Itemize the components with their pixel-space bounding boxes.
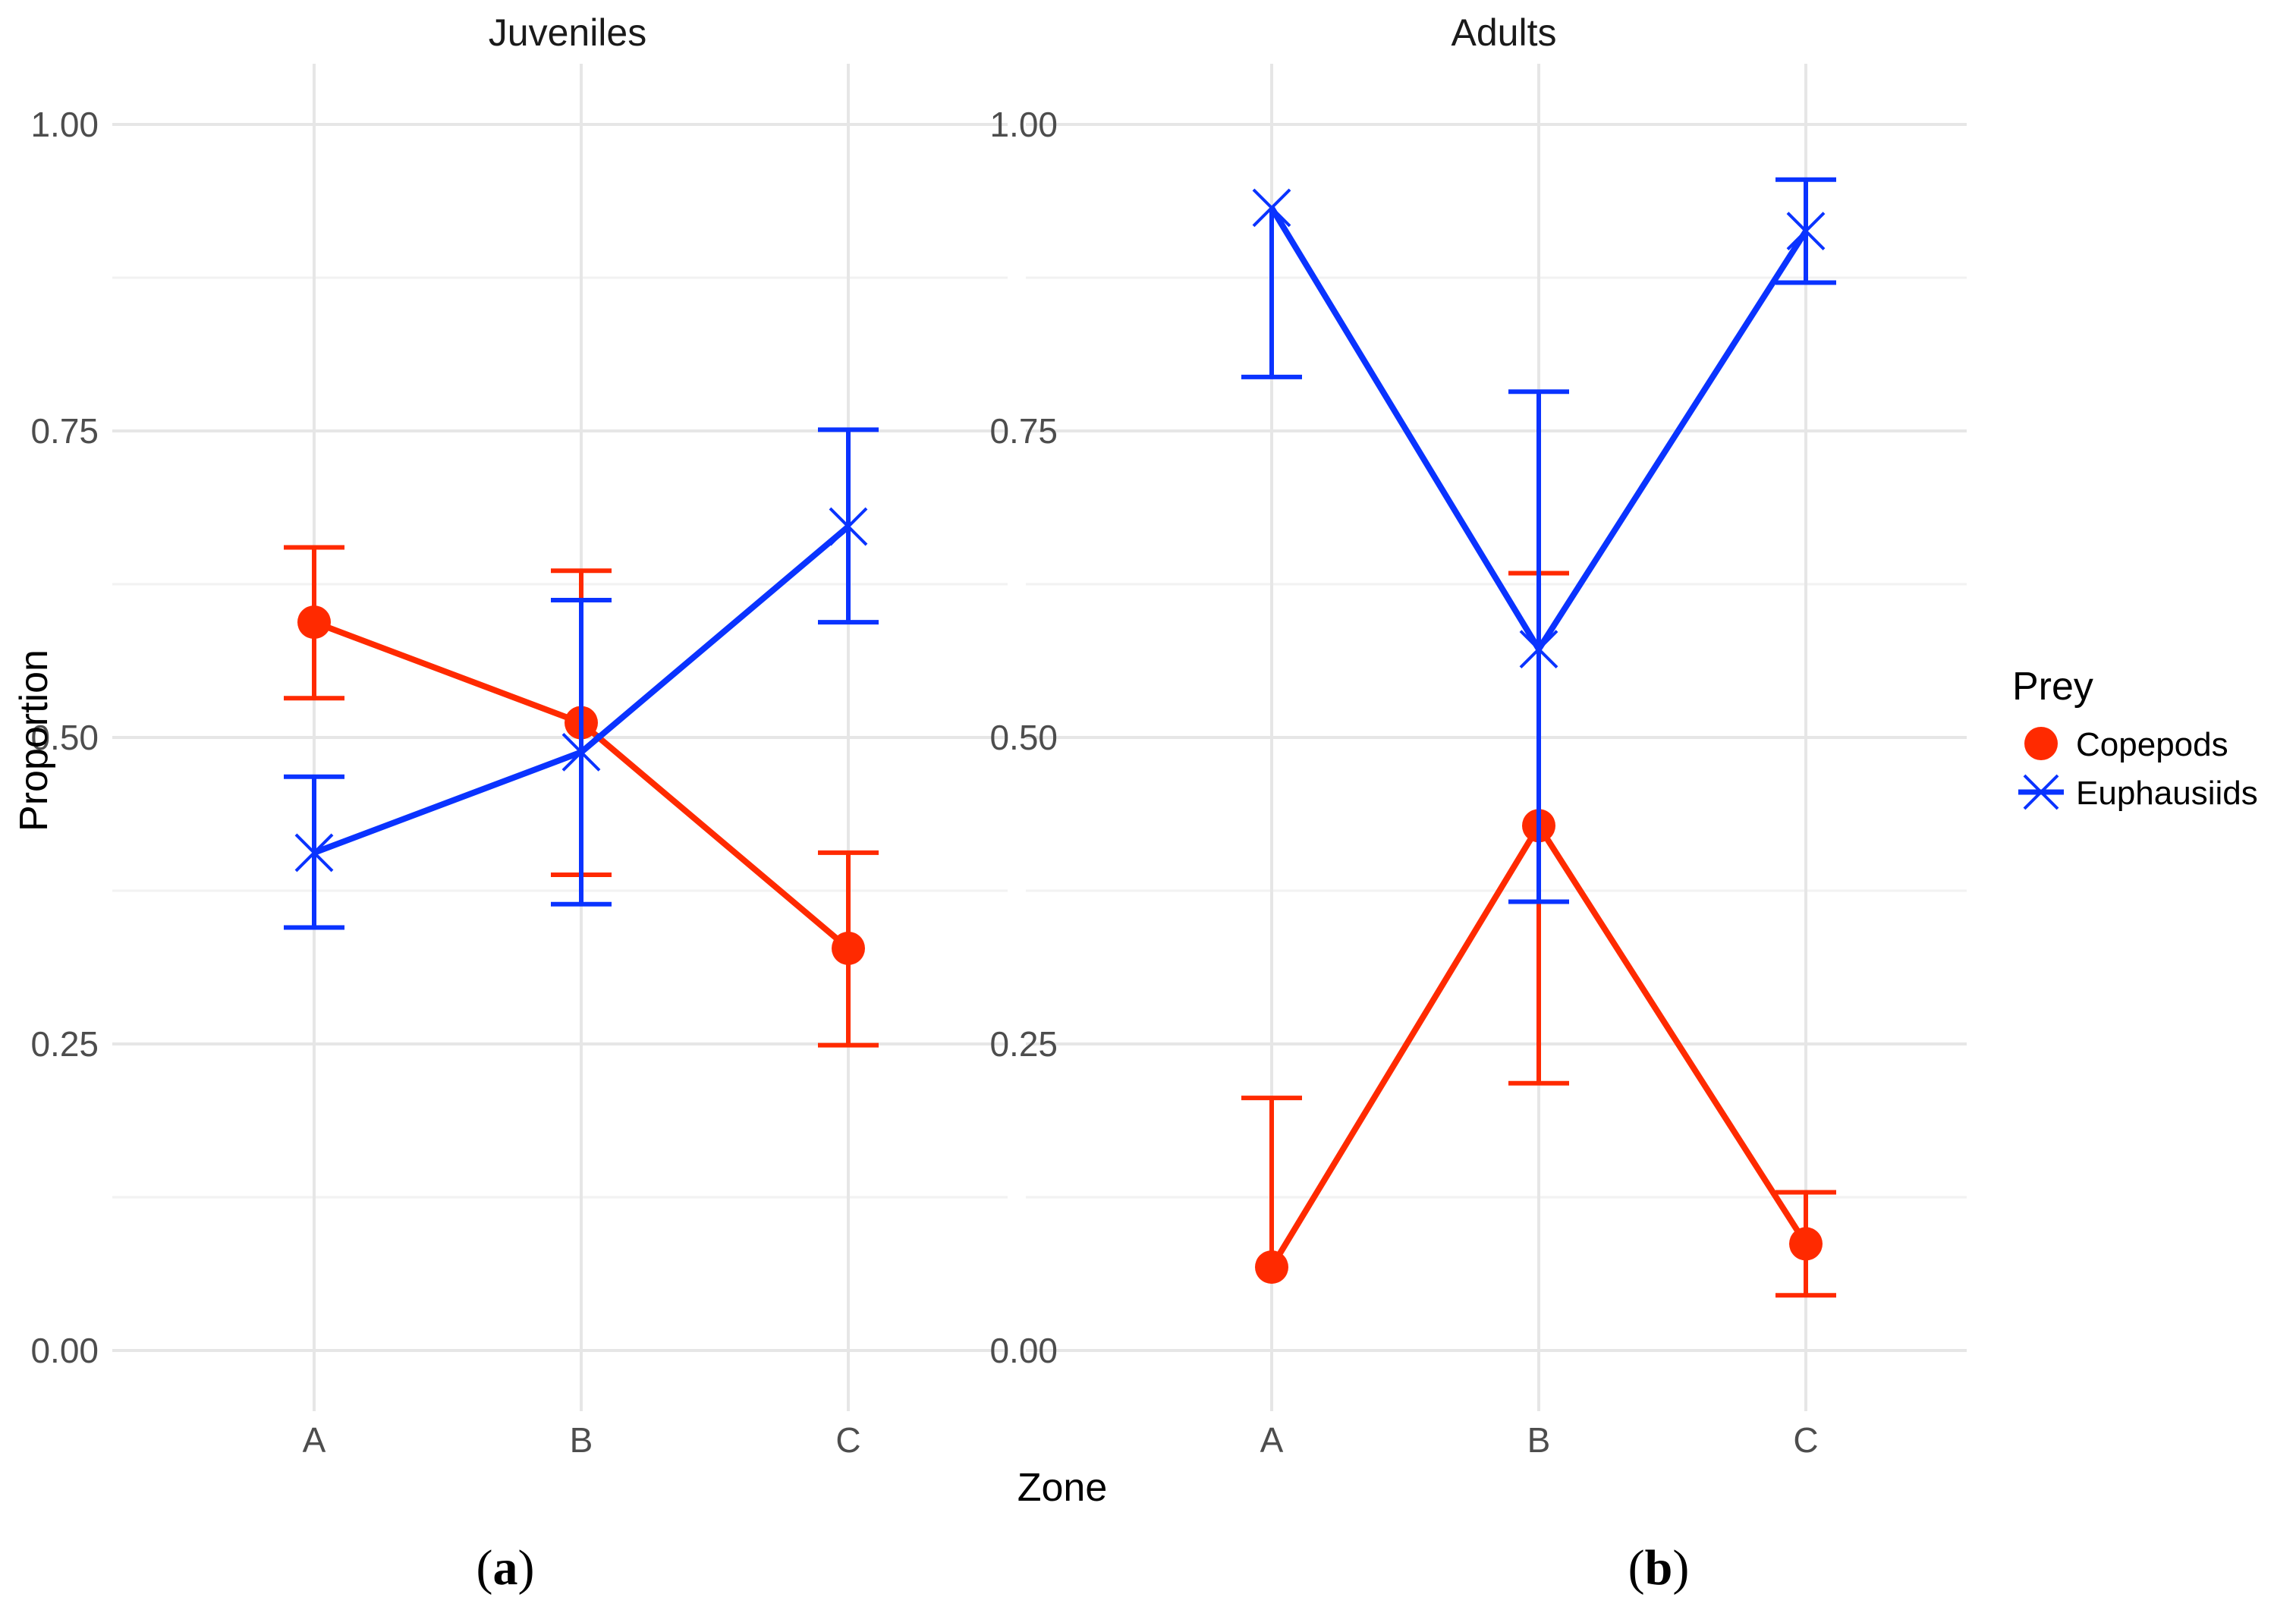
data-point	[297, 605, 331, 640]
legend-key	[2024, 727, 2058, 760]
data-point	[294, 833, 334, 873]
data-point	[832, 931, 865, 965]
panel-caption: (a)	[476, 1540, 535, 1596]
x-axis-title: Zone	[1017, 1466, 1108, 1510]
chart-panels: 0.00 0.25 0.50 0.75 1.00 A B C Juveniles 0.00 0.25…	[30, 11, 1967, 1460]
x-tick-label: C	[835, 1420, 860, 1460]
data-point-stroke	[1786, 212, 1826, 251]
data-point-stroke	[1252, 188, 1291, 228]
caption-close-paren: )	[518, 1540, 535, 1596]
caption-open-paren: (	[476, 1540, 493, 1596]
legend-entry-euphausiids: Euphausiids	[2018, 774, 2258, 812]
series-euphausiids	[1241, 177, 1836, 904]
data-point-stroke	[1519, 630, 1558, 669]
y-tick-label: 0.00	[30, 1331, 99, 1370]
data-point	[1519, 630, 1558, 669]
panel-title: Juveniles	[489, 11, 646, 54]
data-point-stroke	[294, 833, 334, 873]
y-tick-label: 0.25	[30, 1024, 99, 1064]
x-tick-label: A	[1260, 1420, 1284, 1460]
panel-adults: 0.00 0.25 0.50 0.75 1.00 A B C Adults	[989, 11, 1967, 1460]
legend-label: Copepods	[2076, 726, 2228, 763]
y-tick-label: 1.00	[30, 105, 99, 144]
panel-captions: (a) (b)	[476, 1540, 1690, 1596]
data-point	[1252, 188, 1291, 228]
data-point-stroke	[829, 507, 868, 546]
y-tick-label: 1.00	[989, 105, 1058, 144]
y-axis-title: Proportion	[12, 649, 56, 832]
panel-juveniles: 0.00 0.25 0.50 0.75 1.00 A B C Juveniles	[30, 11, 1008, 1460]
legend-label: Euphausiids	[2076, 775, 2258, 812]
panel-caption: (b)	[1628, 1540, 1690, 1596]
data-point-stroke	[561, 732, 601, 772]
gridlines	[1026, 64, 1967, 1411]
data-point	[829, 507, 868, 546]
panel-title: Adults	[1452, 11, 1557, 54]
gridlines	[112, 64, 1008, 1411]
y-tick-label: 0.75	[989, 411, 1058, 451]
caption-open-paren: (	[1628, 1540, 1645, 1596]
x-tick-label: A	[303, 1420, 326, 1460]
legend-entry-copepods: Copepods	[2024, 726, 2228, 763]
data-point	[1255, 1250, 1288, 1284]
legend: Prey Copepods Euphausiids	[2012, 665, 2258, 812]
y-tick-label: 0.75	[30, 411, 99, 451]
legend-key-cross	[2023, 774, 2059, 810]
caption-letter: b	[1645, 1540, 1673, 1596]
x-tick-label: B	[1527, 1420, 1551, 1460]
x-tick-label: C	[1793, 1420, 1818, 1460]
data-point	[561, 732, 601, 772]
legend-title: Prey	[2012, 665, 2093, 709]
data-point	[1786, 212, 1826, 251]
y-tick-label: 0.00	[989, 1331, 1058, 1370]
caption-close-paren: )	[1672, 1540, 1689, 1596]
y-tick-label: 0.25	[989, 1024, 1058, 1064]
y-tick-label: 0.50	[989, 718, 1058, 757]
x-tick-label: B	[570, 1420, 593, 1460]
caption-letter: a	[493, 1540, 518, 1596]
legend-key	[2018, 774, 2064, 810]
data-point	[1789, 1227, 1823, 1261]
series-euphausiids	[284, 427, 879, 930]
y-tick-label: 0.50	[30, 718, 99, 757]
